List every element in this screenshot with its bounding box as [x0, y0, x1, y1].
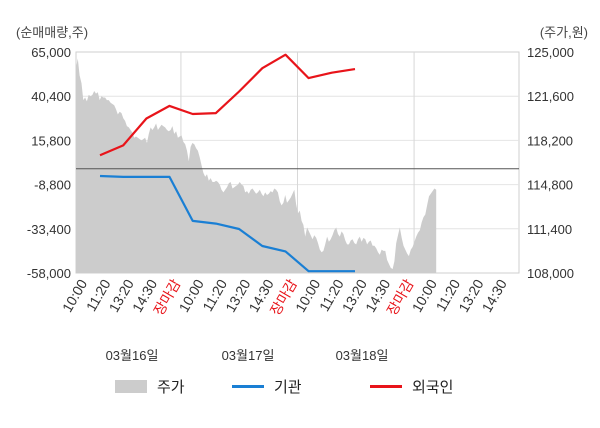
legend-label-institution: 기관 — [274, 379, 302, 396]
price-area — [76, 58, 437, 273]
institution-line — [99, 174, 355, 273]
right-axis-unit: (주가,원) — [539, 25, 588, 40]
legend-item-price: 주가 — [115, 376, 185, 397]
day-label: 03월18일 — [336, 348, 389, 363]
left-axis-unit: (순매매량,주) — [16, 25, 89, 40]
right-tick-label: 125,000 — [527, 45, 574, 60]
x-tick-label: 10:00 — [59, 276, 90, 315]
x-tick-label: 10:00 — [292, 276, 323, 315]
legend-swatch-price — [115, 380, 147, 393]
right-tick-label: 108,000 — [527, 266, 574, 281]
legend-label-price: 주가 — [157, 379, 185, 396]
day-label: 03월17일 — [222, 348, 275, 363]
left-tick-label: 65,000 — [31, 45, 71, 60]
legend-item-institution: 기관 — [232, 376, 302, 397]
left-tick-label: 40,400 — [31, 89, 71, 104]
legend-swatch-foreign — [370, 385, 402, 388]
right-tick-label: 111,400 — [527, 222, 572, 237]
legend-item-foreign: 외국인 — [370, 376, 453, 397]
right-tick-label: 121,600 — [527, 89, 574, 104]
chart-legend: 주가 기관 외국인 — [0, 376, 600, 396]
left-tick-label: -33,400 — [27, 222, 71, 237]
trading-chart: 65,000 40,400 15,800 -8,800 -33,400 -58,000 12… — [27, 45, 574, 363]
left-tick-label: -8,800 — [34, 178, 71, 193]
foreign-line — [99, 53, 356, 157]
legend-label-foreign: 외국인 — [412, 379, 454, 396]
left-tick-label: -58,000 — [27, 266, 71, 281]
legend-swatch-institution — [232, 385, 264, 388]
x-tick-label: 10:00 — [175, 276, 206, 315]
x-tick-label: 10:00 — [409, 276, 440, 315]
left-tick-label: 15,800 — [31, 133, 71, 148]
day-label: 03월16일 — [106, 348, 159, 363]
right-tick-label: 118,200 — [527, 133, 573, 148]
right-tick-label: 114,800 — [527, 178, 573, 193]
x-tick-label: 14:30 — [479, 276, 510, 315]
